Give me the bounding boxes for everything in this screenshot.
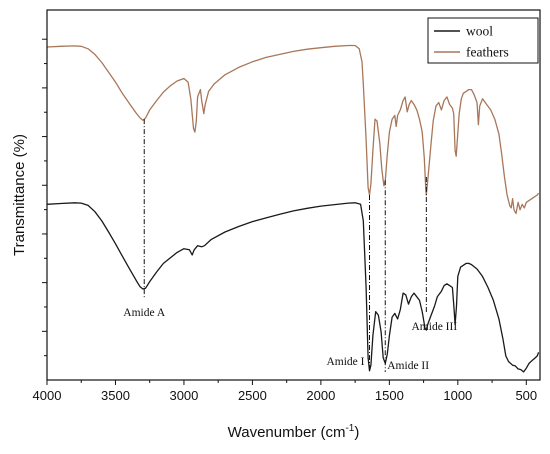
x-axis-title-end: ) (354, 424, 359, 441)
x-tick-label: 2000 (306, 388, 335, 403)
x-tick-label: 4000 (33, 388, 62, 403)
annotation-label: Amide III (412, 321, 458, 333)
x-axis-title-main: Wavenumber (cm (228, 424, 346, 441)
x-tick-label: 3000 (169, 388, 198, 403)
plot-frame (46, 9, 541, 381)
x-tick-label: 3500 (101, 388, 130, 403)
legend-label-feathers: feathers (466, 45, 509, 60)
annotation-label: Amide II (387, 360, 429, 372)
annotation-label: Amide A (123, 307, 166, 319)
x-tick-label: 1000 (443, 388, 472, 403)
x-tick-label: 2500 (238, 388, 267, 403)
x-axis-title-superscript: -1 (345, 423, 354, 434)
x-axis-title: Wavenumber (cm-1) (228, 423, 360, 441)
series-line-feathers (46, 44, 540, 215)
y-axis-title: Transmittance (%) (11, 134, 28, 256)
legend-box (427, 17, 539, 64)
x-tick-label: 500 (515, 388, 537, 403)
x-tick-label: 1500 (375, 388, 404, 403)
legend-label-wool: wool (466, 24, 493, 39)
annotation-label: Amide I (326, 356, 364, 368)
series-line-wool (46, 202, 540, 373)
